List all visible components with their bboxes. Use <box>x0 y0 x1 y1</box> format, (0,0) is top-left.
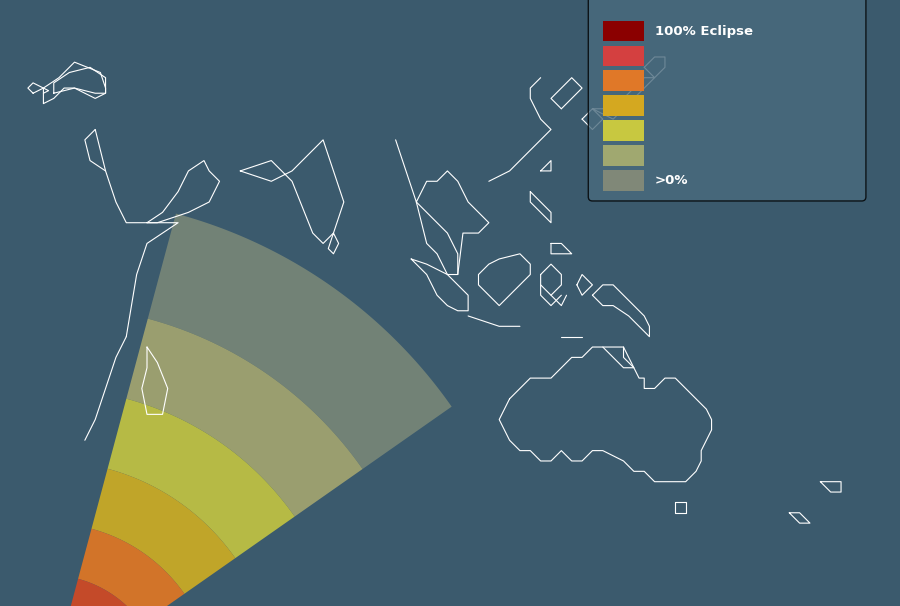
Polygon shape <box>108 399 294 558</box>
Polygon shape <box>126 319 363 516</box>
FancyBboxPatch shape <box>603 95 644 116</box>
FancyBboxPatch shape <box>603 70 644 91</box>
Polygon shape <box>68 579 142 606</box>
Text: 100% Eclipse: 100% Eclipse <box>654 25 752 38</box>
FancyBboxPatch shape <box>603 21 644 41</box>
Text: >0%: >0% <box>654 174 688 187</box>
FancyBboxPatch shape <box>603 120 644 141</box>
FancyBboxPatch shape <box>603 145 644 166</box>
FancyBboxPatch shape <box>603 45 644 66</box>
Polygon shape <box>148 213 452 469</box>
Polygon shape <box>92 468 235 594</box>
Polygon shape <box>78 529 184 606</box>
FancyBboxPatch shape <box>603 170 644 191</box>
FancyBboxPatch shape <box>589 0 866 201</box>
